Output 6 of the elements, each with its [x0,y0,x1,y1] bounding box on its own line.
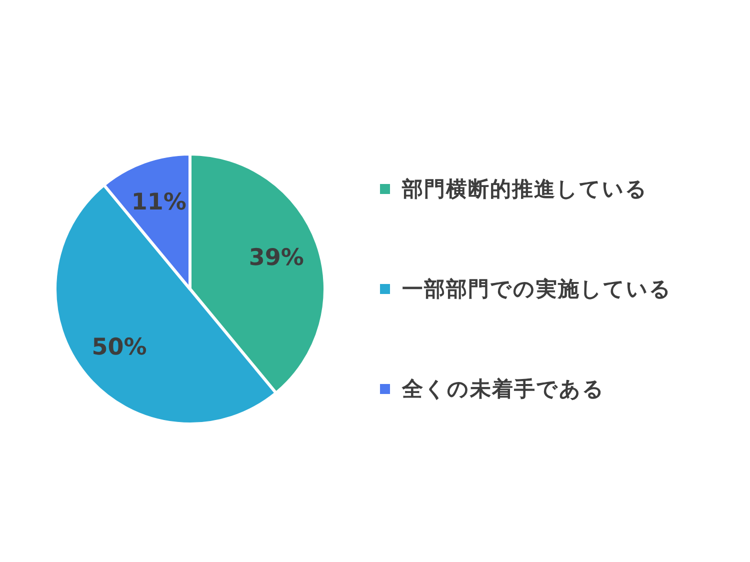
legend-label: 部門横断的推進している [401,177,648,201]
data-label: 39% [248,244,304,271]
data-label: 50% [92,334,147,361]
legend-label: 一部部門での実施している [402,277,672,301]
legend-label: 全くの未着手である [401,377,605,401]
data-label: 11% [131,190,186,216]
